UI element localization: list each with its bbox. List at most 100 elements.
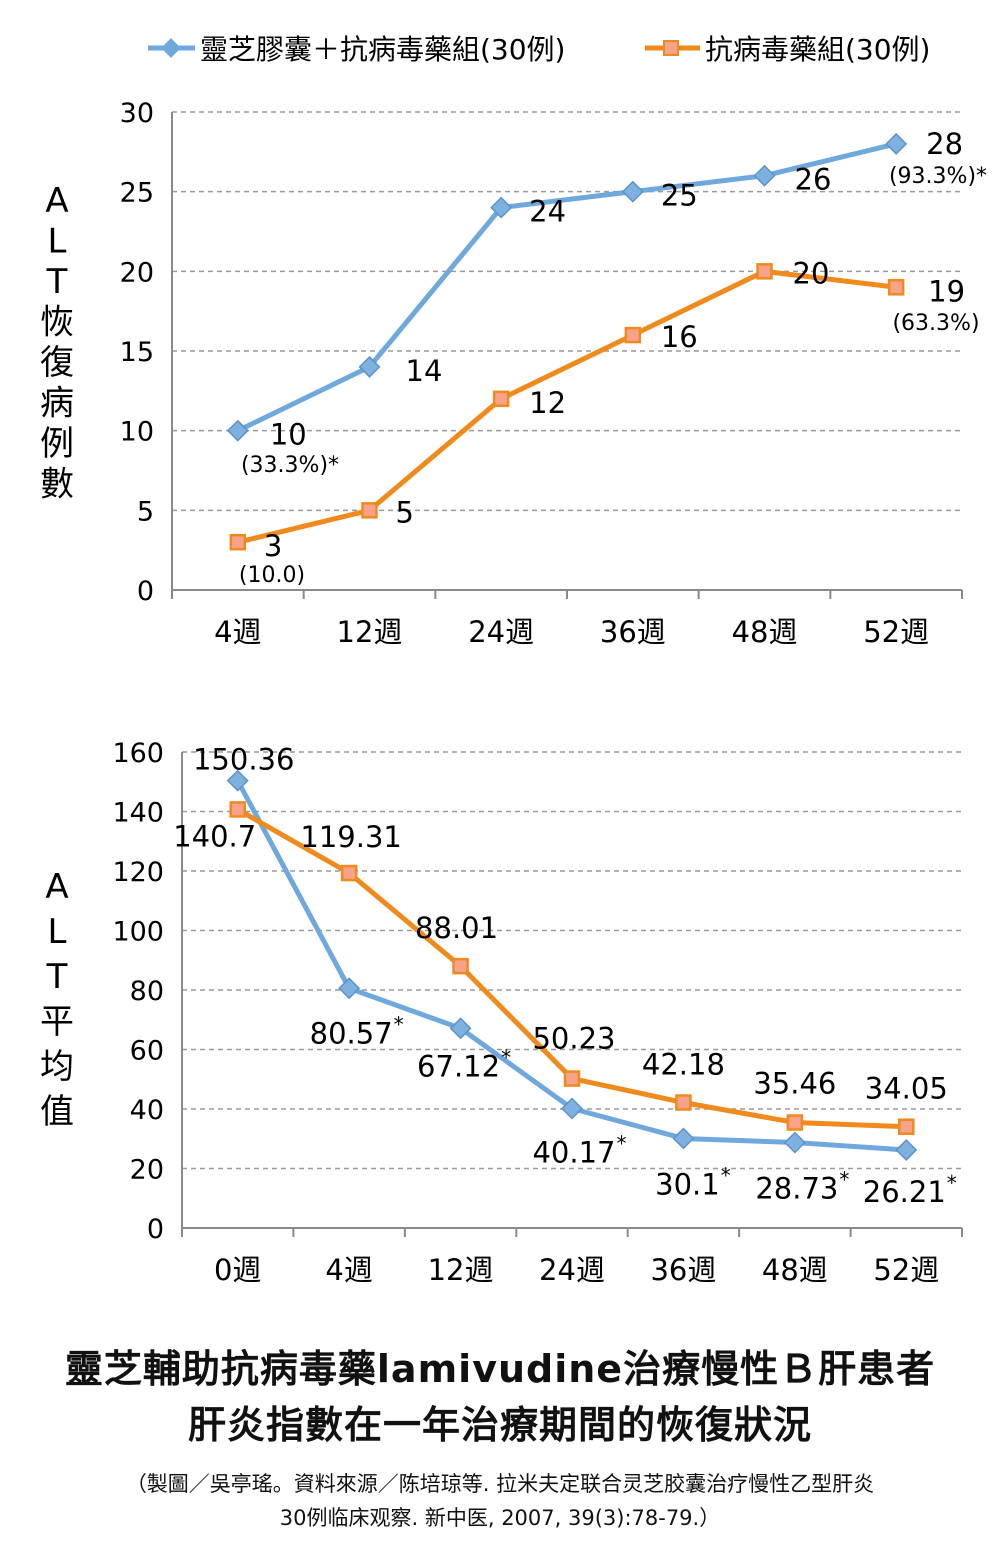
series1-significance-mark: * xyxy=(839,1168,849,1192)
series2-point xyxy=(361,502,378,519)
series2-data-label: 12 xyxy=(529,386,566,420)
series2-data-label: 119.31 xyxy=(300,820,401,854)
series1-point xyxy=(672,1127,695,1150)
y-tick-label: 20 xyxy=(130,1155,164,1186)
series1-data-label: 10 xyxy=(270,418,307,452)
series1-point xyxy=(449,1017,472,1040)
y-axis-title-char: 復 xyxy=(40,343,74,383)
x-tick-label: 48週 xyxy=(732,615,798,649)
series1-data-label: 26 xyxy=(795,163,832,197)
x-tick-label: 36週 xyxy=(600,615,666,649)
series2-point xyxy=(675,1094,692,1111)
series1-point xyxy=(561,1097,583,1120)
legend-item-series2: 抗病毒藥組(30例) xyxy=(645,33,930,66)
series1-point xyxy=(783,1131,806,1154)
series2-point xyxy=(756,263,773,280)
x-tick-label: 4週 xyxy=(214,615,261,649)
caption-source-line2: 30例临床观察. 新中医, 2007, 39(3):78-79.） xyxy=(279,1506,721,1530)
x-tick-label: 52週 xyxy=(863,615,929,649)
series-line-2 xyxy=(237,268,897,545)
y-axis-title-char: A xyxy=(45,181,68,221)
series2-data-label: 19 xyxy=(928,274,965,308)
series1-significance-mark: * xyxy=(617,1131,627,1155)
series1-point xyxy=(226,769,249,792)
y-tick-label: 15 xyxy=(120,337,154,368)
caption-title-line2: 肝炎指數在一年治療期間的恢復狀況 xyxy=(187,1403,812,1447)
x-tick-label: 12週 xyxy=(428,1253,494,1287)
series1-point xyxy=(358,355,381,378)
series1-data-label: 24 xyxy=(529,195,566,229)
y-tick-label: 40 xyxy=(130,1095,164,1126)
series1-significance-mark: * xyxy=(394,1012,404,1036)
series2-data-label: 16 xyxy=(661,320,698,354)
series2-point xyxy=(624,326,642,344)
series1-significance-mark: * xyxy=(721,1163,731,1187)
y-axis-title-char: L xyxy=(48,912,67,952)
y-tick-label: 0 xyxy=(137,576,154,607)
annotation-label: (33.3%)* xyxy=(241,453,339,478)
series1-data-label: 25 xyxy=(661,179,698,213)
series1-point xyxy=(753,164,776,187)
y-axis-title-char: 病 xyxy=(40,384,74,424)
series2-point xyxy=(452,957,469,975)
series2-point xyxy=(229,801,246,818)
chart-alt-average: 0 20 40 60 80 100 120 140 160 0週 4週 12週 24週 36週 48週 52週… xyxy=(40,738,963,1287)
series2-data-label: 20 xyxy=(793,256,830,290)
series1-data-label: 67.12 xyxy=(417,1049,500,1083)
legend-label-series1: 靈芝膠囊＋抗病毒藥組(30例) xyxy=(200,33,565,66)
series2-data-label: 34.05 xyxy=(865,1072,948,1106)
series1-point xyxy=(621,180,644,203)
y-tick-label: 160 xyxy=(112,738,164,769)
x-tick-label: 24週 xyxy=(468,615,534,649)
series-line-1 xyxy=(236,141,897,433)
series2-data-label: 35.46 xyxy=(753,1067,836,1101)
x-tick-label: 48週 xyxy=(762,1253,828,1287)
y-tick-label: 80 xyxy=(130,976,164,1007)
y-tick-label: 30 xyxy=(120,98,154,129)
series2-data-label: 5 xyxy=(396,495,414,529)
y-tick-label: 140 xyxy=(112,798,164,829)
annotation-label: (63.3%) xyxy=(892,311,979,336)
annotation-label: (93.3%)* xyxy=(889,164,987,189)
y-axis-title-char: T xyxy=(46,262,68,302)
series1-data-label: 28 xyxy=(926,127,963,161)
legend-square-icon xyxy=(663,40,679,56)
series2-point xyxy=(340,864,358,882)
series2-point xyxy=(492,390,510,408)
series2-data-label: 88.01 xyxy=(415,911,498,945)
series2-point xyxy=(786,1114,804,1131)
x-tick-label: 12週 xyxy=(337,615,403,649)
series1-data-label: 30.1 xyxy=(655,1167,720,1201)
legend-label-series2: 抗病毒藥組(30例) xyxy=(705,33,930,66)
y-tick-label: 0 xyxy=(147,1214,164,1245)
series1-point xyxy=(885,132,908,155)
series1-point xyxy=(490,196,513,219)
x-tick-label: 24週 xyxy=(539,1253,605,1287)
series2-point xyxy=(887,279,905,296)
series1-point xyxy=(338,977,361,1000)
series1-data-label: 40.17 xyxy=(532,1135,615,1169)
x-tick-label: 52週 xyxy=(873,1253,939,1287)
caption-title-line1: 靈芝輔助抗病毒藥lamivudine治療慢性Ｂ肝患者 xyxy=(64,1347,936,1391)
y-axis-title-char: 平 xyxy=(40,1002,74,1042)
y-axis-title-char: 例 xyxy=(40,424,74,464)
y-axis-title-char: 均 xyxy=(40,1047,74,1087)
y-axis-title-char: A xyxy=(45,867,68,907)
annotation-label: (10.0) xyxy=(239,563,305,588)
y-tick-label: 120 xyxy=(112,857,164,888)
series1-significance-mark: * xyxy=(501,1045,511,1069)
legend-item-series1: 靈芝膠囊＋抗病毒藥組(30例) xyxy=(148,33,565,66)
series1-significance-mark: * xyxy=(947,1171,957,1195)
legend-diamond-icon xyxy=(161,38,181,58)
series1-data-label: 26.21 xyxy=(863,1175,946,1209)
series2-point xyxy=(898,1118,915,1135)
series2-data-label: 50.23 xyxy=(532,1022,615,1056)
series2-data-label: 42.18 xyxy=(642,1048,725,1082)
series2-data-label: 140.7 xyxy=(173,819,256,853)
y-tick-label: 10 xyxy=(120,417,154,448)
series2-point xyxy=(229,533,247,551)
legend: 靈芝膠囊＋抗病毒藥組(30例) 抗病毒藥組(30例) xyxy=(148,33,930,66)
series1-data-label: 14 xyxy=(406,354,443,388)
